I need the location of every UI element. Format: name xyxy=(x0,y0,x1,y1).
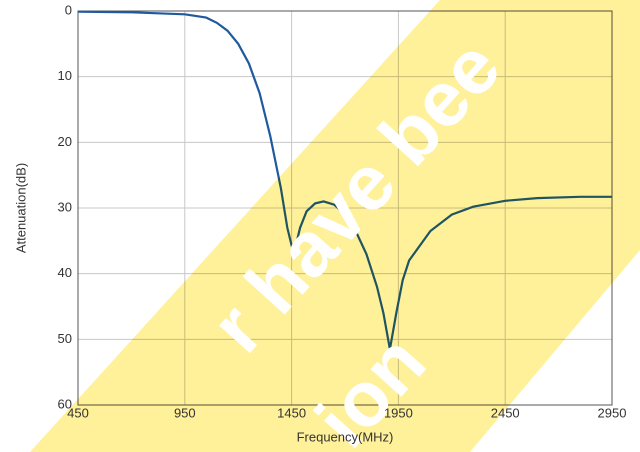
x-tick-label: 950 xyxy=(174,405,196,420)
y-tick-label: 10 xyxy=(58,68,72,83)
x-tick-label: 1450 xyxy=(277,405,306,420)
x-tick-label: 2950 xyxy=(598,405,627,420)
watermark-band xyxy=(30,0,640,452)
y-tick-label: 40 xyxy=(58,265,72,280)
y-tick-label: 60 xyxy=(58,396,72,411)
y-tick-label: 50 xyxy=(58,331,72,346)
y-tick-label: 0 xyxy=(65,2,72,17)
y-tick-label: 30 xyxy=(58,199,72,214)
x-tick-label: 450 xyxy=(67,405,89,420)
x-tick-label: 2450 xyxy=(491,405,520,420)
x-tick-label: 1950 xyxy=(384,405,413,420)
y-axis-label: Attenuation(dB) xyxy=(13,163,28,253)
y-tick-label: 20 xyxy=(58,134,72,149)
x-axis-label: Frequency(MHz) xyxy=(297,429,394,444)
